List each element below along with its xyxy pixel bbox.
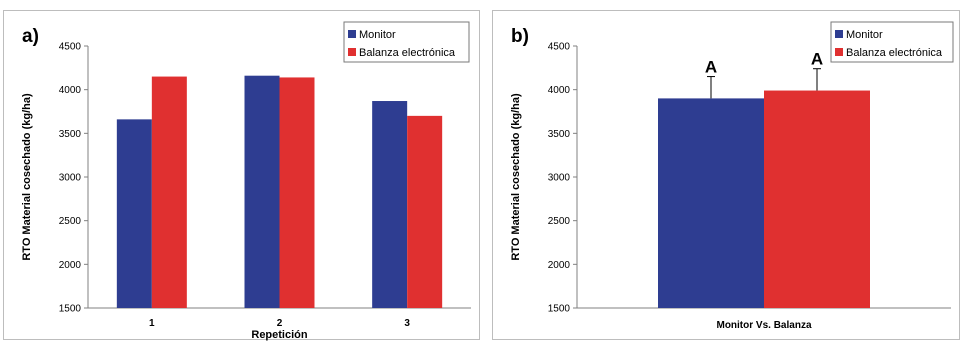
y-tick-label: 4500 [59,42,82,53]
x-tick-label: Monitor Vs. Balanza [716,320,811,331]
y-tick-label: 2500 [548,216,571,227]
bar-balanza [764,90,870,308]
bar-monitor [244,75,280,309]
bar-monitor [116,119,152,308]
legend-swatch [835,48,843,56]
bar-monitor [372,101,408,309]
y-tick-label: 3500 [59,129,82,140]
bar-balanza [407,115,443,308]
legend-entry: Balanza electrónica [846,47,943,59]
chart-a-svg: a) 1500 2000 2500 3000 3500 4000 4500 RTO Materi… [21,21,471,341]
panel-label: b) [511,26,529,47]
legend-swatch [348,30,356,38]
significance-letter: A [811,50,823,69]
bar-balanza [279,77,315,308]
y-tick-label: 3000 [59,173,82,184]
bar-balanza [151,76,187,308]
y-tick-label: 4000 [548,85,571,96]
x-axis-title: Repetición [251,329,308,341]
y-axis-title: RTO Material cosechado (kg/ha) [21,93,33,261]
significance-letter: A [705,58,717,77]
legend-swatch [835,30,843,38]
x-tick-label: 3 [404,318,410,329]
y-tick-label: 4500 [548,42,571,53]
x-tick-label: 1 [149,318,155,329]
y-tick-label: 3000 [548,173,571,184]
y-tick-label: 1500 [59,304,82,315]
legend-entry: Monitor [846,29,883,41]
bar-monitor [658,98,764,309]
y-axis-title: RTO Material cosechado (kg/ha) [510,93,522,261]
y-tick-label: 4000 [59,85,82,96]
y-tick-label: 2000 [548,260,571,271]
legend-box [343,21,470,63]
y-tick-label: 2500 [59,216,82,227]
x-tick-label: 2 [277,318,283,329]
panel-label: a) [22,26,39,47]
legend-entry: Balanza electrónica [359,47,456,59]
y-tick-label: 2000 [59,260,82,271]
chart-panel-a: a) 1500 2000 2500 3000 3500 4000 4500 RTO Materi… [3,10,480,341]
y-tick-label: 1500 [548,304,571,315]
chart-panel-b: b) 1500 2000 2500 3000 3500 4000 4500 RTO Materi… [492,10,960,340]
legend-swatch [348,48,356,56]
legend-entry: Monitor [359,29,396,41]
y-tick-label: 3500 [548,129,571,140]
chart-b-svg: b) 1500 2000 2500 3000 3500 4000 4500 RTO Materi… [510,21,954,331]
legend-box [830,21,954,63]
